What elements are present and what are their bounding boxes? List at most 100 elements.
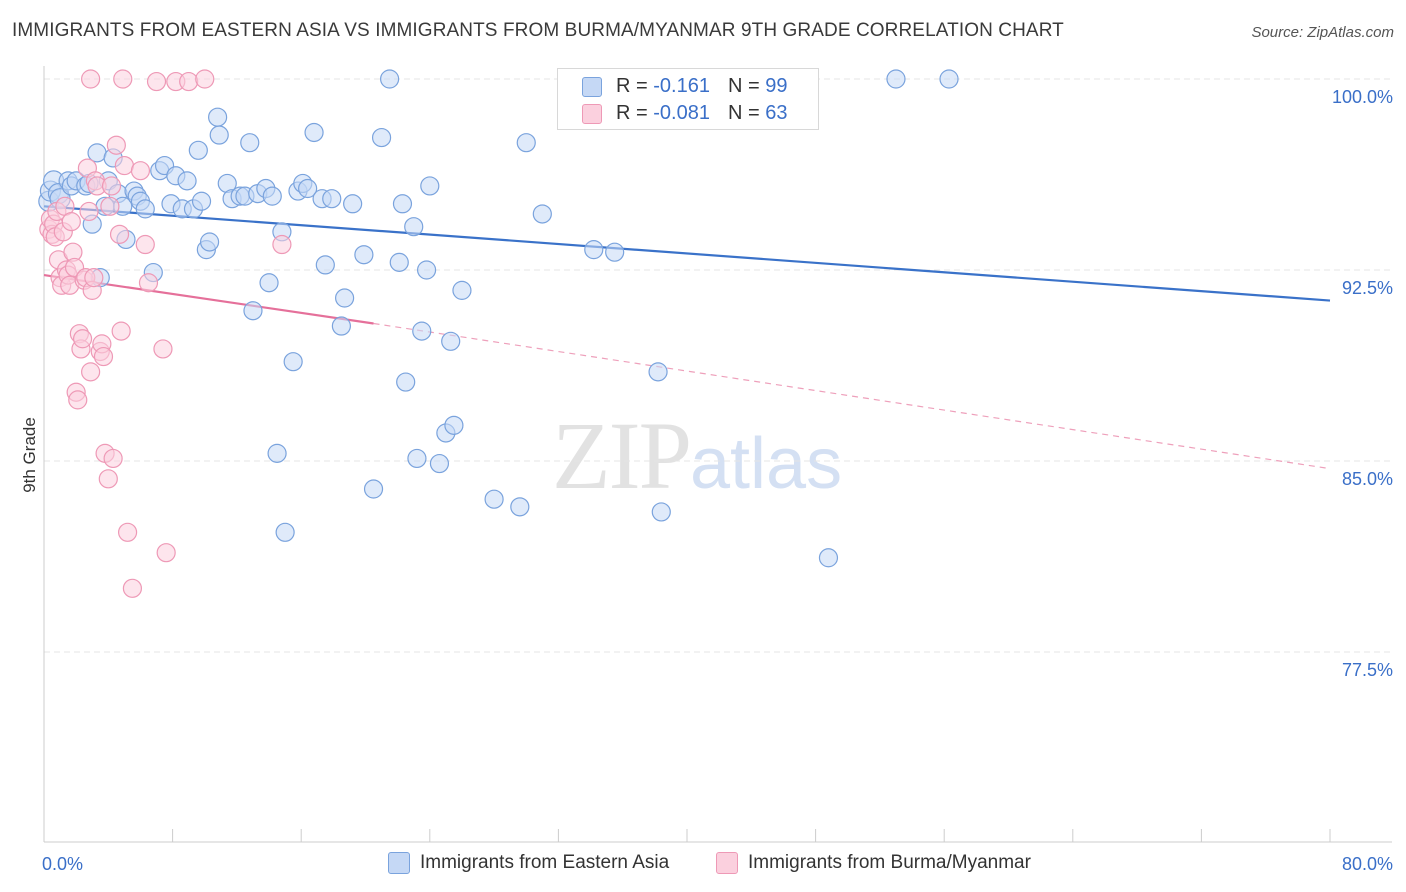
n-label: N =	[727, 75, 760, 97]
point-burma	[130, 161, 151, 181]
chart-source: Source: ZipAtlas.com	[1251, 24, 1394, 41]
point-burma	[272, 234, 292, 255]
point-eastern-asia	[259, 273, 279, 293]
point-eastern-asia	[939, 69, 959, 89]
point-eastern-asia	[420, 176, 440, 196]
point-burma	[103, 448, 123, 469]
chart-title: IMMIGRANTS FROM EASTERN ASIA VS IMMIGRAN…	[12, 20, 1064, 41]
point-burma	[61, 212, 81, 232]
legend-swatch-blue	[388, 852, 410, 874]
point-eastern-asia	[510, 497, 530, 517]
point-eastern-asia	[818, 548, 839, 568]
stats-swatch-blue	[582, 76, 602, 97]
point-eastern-asia	[363, 479, 384, 499]
n-value: 63	[765, 102, 788, 124]
point-burma	[195, 69, 215, 89]
point-eastern-asia	[331, 316, 351, 336]
point-burma	[153, 339, 173, 359]
stats-row-burma: R = -0.081 N = 63	[582, 102, 787, 125]
n-label: N =	[727, 102, 760, 124]
stats-row-eastern-asia: R = -0.161 N = 99	[582, 75, 787, 98]
point-eastern-asia	[177, 171, 197, 191]
point-burma	[81, 362, 101, 382]
legend-item-burma: Immigrants from Burma/Myanmar	[716, 852, 1031, 874]
point-eastern-asia	[412, 321, 432, 341]
point-eastern-asia	[335, 288, 355, 308]
point-eastern-asia	[188, 140, 208, 160]
trend-line-burma-extension	[373, 322, 1331, 470]
point-eastern-asia	[444, 415, 464, 435]
point-eastern-asia	[886, 69, 906, 89]
point-eastern-asia	[267, 443, 287, 463]
point-eastern-asia	[648, 362, 668, 382]
point-eastern-asia	[484, 489, 504, 509]
point-eastern-asia	[605, 242, 625, 262]
data-points	[38, 69, 959, 598]
y-tick-label: 85.0%	[1342, 469, 1393, 489]
point-eastern-asia	[416, 260, 437, 280]
point-eastern-asia	[262, 186, 282, 206]
point-burma	[93, 346, 114, 367]
point-burma	[114, 155, 134, 176]
point-eastern-asia	[343, 194, 363, 214]
legend-label: Immigrants from Eastern Asia	[420, 852, 670, 873]
point-eastern-asia	[441, 331, 461, 351]
point-eastern-asia	[407, 448, 427, 469]
point-eastern-asia	[429, 453, 450, 474]
point-eastern-asia	[371, 127, 392, 148]
n-value: 99	[765, 75, 788, 97]
point-burma	[81, 69, 101, 89]
stats-swatch-pink	[582, 103, 602, 124]
point-eastern-asia	[275, 522, 295, 542]
point-burma	[109, 224, 130, 244]
point-burma	[156, 543, 176, 563]
x-tick-label: 0.0%	[42, 854, 83, 874]
point-eastern-asia	[208, 107, 228, 127]
point-eastern-asia	[209, 125, 229, 145]
point-eastern-asia	[532, 204, 552, 224]
point-burma	[79, 201, 99, 222]
point-eastern-asia	[135, 199, 155, 219]
point-burma	[72, 329, 93, 349]
x-tick-label: 80.0%	[1342, 854, 1393, 874]
point-eastern-asia	[298, 178, 318, 199]
point-burma	[84, 268, 104, 288]
grid-lines	[44, 78, 1392, 653]
legend-item-eastern-asia: Immigrants from Eastern Asia	[388, 852, 669, 874]
point-burma	[98, 469, 118, 489]
r-label: R =	[616, 75, 648, 97]
point-burma	[68, 390, 88, 410]
y-axis-label: 9th Grade	[20, 417, 39, 493]
point-eastern-asia	[392, 194, 413, 214]
legend-label: Immigrants from Burma/Myanmar	[748, 852, 1031, 873]
point-eastern-asia	[240, 133, 260, 153]
point-burma	[179, 71, 199, 92]
point-eastern-asia	[354, 245, 374, 265]
point-eastern-asia	[243, 301, 263, 321]
point-eastern-asia	[380, 69, 400, 89]
point-burma	[117, 522, 138, 542]
tick-labels: 77.5% 85.0% 92.5% 100.0% 0.0% 80.0% 9th Grade	[20, 87, 1393, 874]
axes	[43, 66, 1392, 843]
point-burma	[138, 273, 159, 293]
trend-line-eastern-asia	[43, 205, 1331, 302]
trend-lines	[43, 205, 1331, 470]
point-eastern-asia	[389, 252, 409, 272]
point-eastern-asia	[396, 372, 416, 392]
point-eastern-asia	[651, 502, 671, 522]
point-burma	[135, 234, 155, 255]
point-eastern-asia	[404, 217, 424, 237]
point-burma	[106, 135, 126, 155]
point-eastern-asia	[322, 189, 342, 209]
r-value: -0.081	[653, 102, 710, 124]
point-eastern-asia	[584, 240, 604, 260]
r-value: -0.161	[653, 75, 710, 97]
point-burma	[122, 578, 143, 598]
point-burma	[113, 69, 133, 89]
r-label: R =	[616, 102, 648, 124]
y-tick-label: 100.0%	[1332, 87, 1393, 107]
point-burma	[101, 176, 122, 196]
legend-swatch-pink	[716, 852, 738, 874]
y-tick-label: 77.5%	[1342, 660, 1393, 680]
